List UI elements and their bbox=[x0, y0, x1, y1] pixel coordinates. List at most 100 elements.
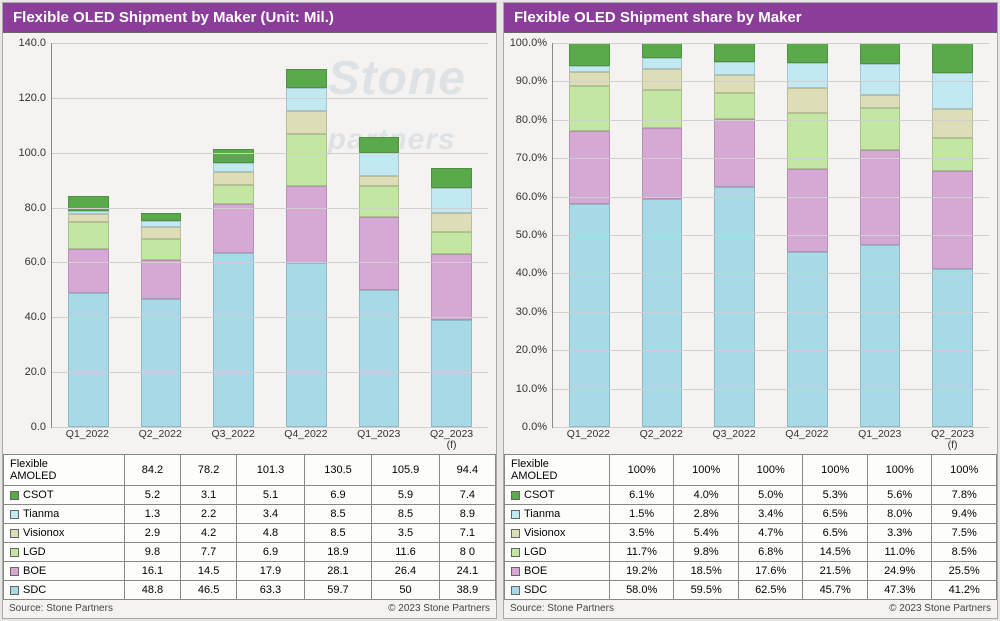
bar-segment-tianma bbox=[714, 62, 755, 75]
xlabel: Q1_2023 bbox=[843, 429, 916, 452]
bar-column bbox=[270, 43, 343, 427]
bar-segment-tianma bbox=[213, 163, 254, 172]
right-footer: Source: Stone Partners © 2023 Stone Part… bbox=[504, 600, 997, 618]
cell-value: 58.0% bbox=[609, 581, 674, 600]
gridline bbox=[553, 312, 989, 313]
cell-value: 24.1 bbox=[439, 562, 495, 581]
cell-value: 59.7 bbox=[304, 581, 372, 600]
ytick-label: 70.0% bbox=[516, 152, 553, 164]
row-header-sdc: SDC bbox=[505, 581, 610, 600]
gridline bbox=[52, 208, 488, 209]
cell-value: 48.8 bbox=[124, 581, 180, 600]
gridline bbox=[553, 120, 989, 121]
cell-value: 3.5% bbox=[609, 524, 674, 543]
bar-segment-visionox bbox=[569, 72, 610, 85]
cell-value: 47.3% bbox=[867, 581, 932, 600]
xlabel: Q2_2022 bbox=[625, 429, 698, 452]
cell-value: 9.4% bbox=[932, 505, 997, 524]
cell-total: 101.3 bbox=[237, 455, 305, 486]
bar-segment-lgd bbox=[714, 93, 755, 119]
cell-value: 17.6% bbox=[738, 562, 803, 581]
bar-segment-sdc bbox=[359, 290, 400, 427]
cell-value: 9.8 bbox=[124, 543, 180, 562]
ytick-label: 80.0 bbox=[25, 202, 52, 214]
ytick-label: 30.0% bbox=[516, 306, 553, 318]
left-source: Source: Stone Partners bbox=[9, 603, 113, 614]
bar-segment-boe bbox=[141, 260, 182, 300]
bar-segment-boe bbox=[569, 131, 610, 205]
cell-value: 14.5% bbox=[803, 543, 868, 562]
bar-segment-visionox bbox=[213, 172, 254, 185]
left-panel: Flexible OLED Shipment by Maker (Unit: M… bbox=[2, 2, 497, 619]
bar-segment-sdc bbox=[787, 252, 828, 427]
bar-segment-sdc bbox=[68, 293, 109, 427]
row-header-tianma: Tianma bbox=[4, 505, 125, 524]
bar-segment-tianma bbox=[286, 88, 327, 111]
cell-value: 8.5 bbox=[304, 524, 372, 543]
legend-swatch-lgd bbox=[10, 548, 19, 557]
cell-value: 6.9 bbox=[304, 486, 372, 505]
legend-swatch-sdc bbox=[10, 586, 19, 595]
cell-value: 21.5% bbox=[803, 562, 868, 581]
gridline bbox=[52, 43, 488, 44]
left-chart: Stone partners 0.020.040.060.080.0100.01… bbox=[3, 33, 496, 454]
xlabel: Q1_2022 bbox=[51, 429, 124, 452]
row-header-total: FlexibleAMOLED bbox=[505, 455, 610, 486]
ytick-label: 40.0% bbox=[516, 267, 553, 279]
legend-swatch-visionox bbox=[511, 529, 520, 538]
bar-column bbox=[125, 43, 198, 427]
gridline bbox=[52, 372, 488, 373]
cell-value: 5.4% bbox=[674, 524, 739, 543]
left-table: FlexibleAMOLED84.278.2101.3130.5105.994.… bbox=[3, 454, 496, 600]
cell-value: 2.2 bbox=[181, 505, 237, 524]
bar-segment-visionox bbox=[431, 213, 472, 232]
cell-value: 16.1 bbox=[124, 562, 180, 581]
cell-value: 19.2% bbox=[609, 562, 674, 581]
xlabel: Q2_2022 bbox=[124, 429, 197, 452]
cell-value: 7.7 bbox=[181, 543, 237, 562]
cell-total: 100% bbox=[867, 455, 932, 486]
cell-value: 11.7% bbox=[609, 543, 674, 562]
bar-segment-boe bbox=[642, 128, 683, 199]
bar-segment-boe bbox=[932, 171, 973, 269]
bar-segment-tianma bbox=[359, 153, 400, 176]
bar-segment-tianma bbox=[860, 64, 901, 95]
cell-value: 6.5% bbox=[803, 524, 868, 543]
bar-segment-boe bbox=[286, 186, 327, 263]
gridline bbox=[52, 427, 488, 428]
cell-value: 50 bbox=[372, 581, 440, 600]
cell-value: 5.3% bbox=[803, 486, 868, 505]
bar-segment-csot bbox=[932, 43, 973, 73]
xlabel: Q1_2023 bbox=[342, 429, 415, 452]
ytick-label: 20.0% bbox=[516, 344, 553, 356]
left-xlabels: Q1_2022Q2_2022Q3_2022Q4_2022Q1_2023Q2_20… bbox=[51, 429, 488, 452]
bar-stack bbox=[213, 149, 254, 427]
ytick-label: 0.0 bbox=[31, 421, 52, 433]
bar-segment-boe bbox=[213, 204, 254, 253]
cell-value: 8.5 bbox=[372, 505, 440, 524]
bar-segment-csot bbox=[714, 43, 755, 62]
bar-segment-tianma bbox=[642, 58, 683, 69]
bar-segment-visionox bbox=[642, 69, 683, 90]
left-plot: 0.020.040.060.080.0100.0120.0140.0 bbox=[51, 43, 488, 428]
cell-value: 59.5% bbox=[674, 581, 739, 600]
ytick-label: 90.0% bbox=[516, 75, 553, 87]
cell-value: 7.4 bbox=[439, 486, 495, 505]
cell-value: 18.5% bbox=[674, 562, 739, 581]
bar-segment-visionox bbox=[860, 95, 901, 108]
bar-segment-tianma bbox=[787, 63, 828, 88]
bar-segment-visionox bbox=[68, 214, 109, 222]
bar-segment-sdc bbox=[714, 187, 755, 427]
bar-column bbox=[343, 43, 416, 427]
cell-value: 9.8% bbox=[674, 543, 739, 562]
bar-segment-visionox bbox=[714, 75, 755, 93]
gridline bbox=[52, 262, 488, 263]
cell-value: 6.9 bbox=[237, 543, 305, 562]
ytick-label: 20.0 bbox=[25, 366, 52, 378]
left-footer: Source: Stone Partners © 2023 Stone Part… bbox=[3, 600, 496, 618]
ytick-label: 100.0 bbox=[18, 147, 52, 159]
legend-swatch-csot bbox=[511, 491, 520, 500]
bar-segment-csot bbox=[569, 43, 610, 66]
right-source: Source: Stone Partners bbox=[510, 603, 614, 614]
gridline bbox=[553, 235, 989, 236]
